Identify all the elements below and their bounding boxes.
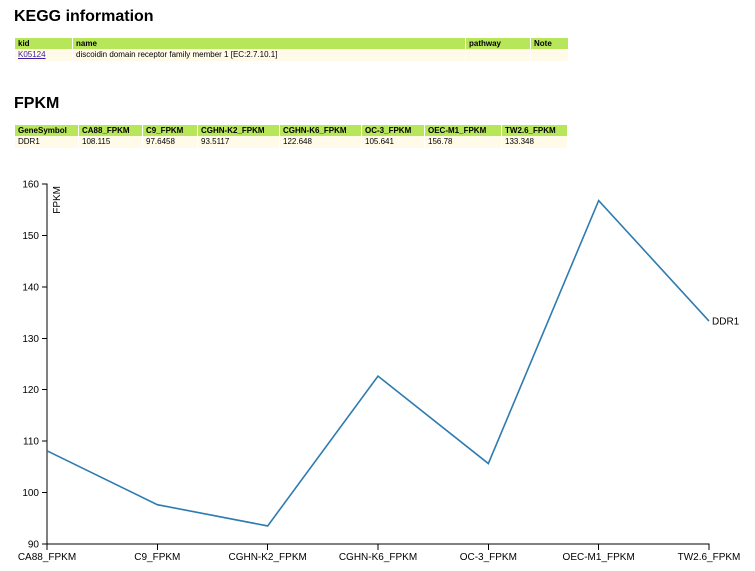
x-tick-label: OC-3_FPKM <box>460 552 517 563</box>
y-tick-label: 120 <box>22 385 39 396</box>
fpkm-cell: 97.6458 <box>143 136 197 148</box>
fpkm-cell: 105.641 <box>362 136 424 148</box>
kegg-cell-kid: K05124 <box>15 49 72 61</box>
kegg-header-name: name <box>73 38 465 49</box>
kid-link[interactable]: K05124 <box>18 50 46 59</box>
y-tick-label: 150 <box>22 231 39 242</box>
x-tick-label: CGHN-K6_FPKM <box>339 552 417 563</box>
fpkm-table: GeneSymbol CA88_FPKM C9_FPKM CGHN-K2_FPK… <box>14 125 568 148</box>
table-row: K05124 discoidin domain receptor family … <box>15 49 568 61</box>
x-tick-label: TW2.6_FPKM <box>678 552 741 563</box>
x-tick-label: OEC-M1_FPKM <box>563 552 635 563</box>
series-layer: DDR1 <box>46 199 740 527</box>
fpkm-cell: 108.115 <box>79 136 142 148</box>
fpkm-cell: 93.5117 <box>198 136 279 148</box>
kegg-header-note: Note <box>531 38 568 49</box>
y-axis: 90 100 110 120 130 140 150 160 FPKM <box>22 180 63 551</box>
y-tick-label: 100 <box>22 488 39 499</box>
fpkm-header: OC-3_FPKM <box>362 125 424 136</box>
kegg-cell-pathway <box>466 49 530 61</box>
x-tick-label: C9_FPKM <box>134 552 180 563</box>
series-label: DDR1 <box>712 317 740 328</box>
fpkm-header: CA88_FPKM <box>79 125 142 136</box>
y-axis-label: FPKM <box>52 186 63 214</box>
fpkm-header: GeneSymbol <box>15 125 78 136</box>
fpkm-header: TW2.6_FPKM <box>502 125 567 136</box>
fpkm-header: CGHN-K6_FPKM <box>280 125 361 136</box>
kegg-header-kid: kid <box>15 38 72 49</box>
x-tick-label: CA88_FPKM <box>18 552 76 563</box>
y-tick-label: 160 <box>22 180 39 191</box>
fpkm-line-chart: 90 100 110 120 130 140 150 160 FPKM CA88_FPKM C9_… <box>18 180 741 564</box>
fpkm-header: OEC-M1_FPKM <box>425 125 501 136</box>
x-axis: CA88_FPKM C9_FPKM CGHN-K2_FPKM CGHN-K6_FPKM… <box>18 543 741 563</box>
kegg-section-title: KEGG information <box>14 8 154 25</box>
fpkm-cell: 156.78 <box>425 136 501 148</box>
x-tick-label: CGHN-K2_FPKM <box>228 552 306 563</box>
y-tick-label: 140 <box>22 282 39 293</box>
fpkm-header: C9_FPKM <box>143 125 197 136</box>
kegg-table: kid name pathway Note K05124 discoidin d… <box>14 38 569 61</box>
fpkm-cell: 133.348 <box>502 136 567 148</box>
fpkm-section-title: FPKM <box>14 95 60 112</box>
kegg-header-pathway: pathway <box>466 38 530 49</box>
kegg-cell-name: discoidin domain receptor family member … <box>73 49 465 61</box>
fpkm-cell: DDR1 <box>15 136 78 148</box>
kegg-cell-note <box>531 49 568 61</box>
table-row: DDR1 108.115 97.6458 93.5117 122.648 105… <box>15 136 567 148</box>
fpkm-cell: 122.648 <box>280 136 361 148</box>
y-tick-label: 110 <box>23 437 39 448</box>
y-tick-label: 90 <box>28 540 40 551</box>
y-axis-line <box>42 183 48 545</box>
fpkm-header: CGHN-K2_FPKM <box>198 125 279 136</box>
y-tick-label: 130 <box>22 334 39 345</box>
series-line <box>46 199 710 527</box>
